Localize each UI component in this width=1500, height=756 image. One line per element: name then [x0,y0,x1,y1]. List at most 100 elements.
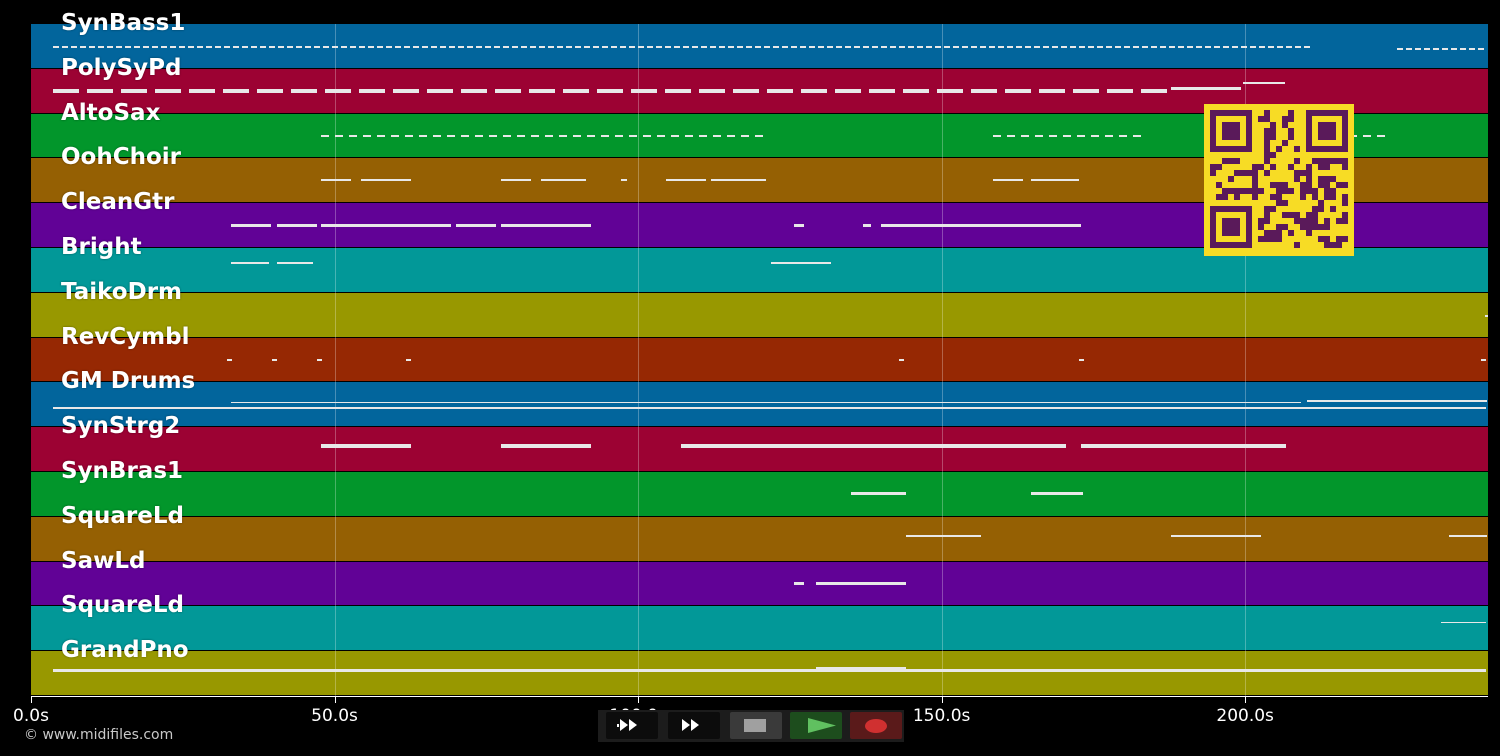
note-mark [1115,46,1121,48]
note-mark [1178,46,1184,48]
grid-line [941,24,943,696]
note-mark [461,88,487,93]
note-mark [971,88,997,93]
note-mark [1406,48,1412,50]
note-mark [890,46,896,48]
play-button[interactable] [790,712,842,739]
note-mark [419,134,427,137]
note-mark [152,46,158,48]
note-mark [349,134,357,137]
note-mark [321,224,451,228]
note-mark [903,88,929,93]
track-lane[interactable] [31,427,1488,471]
note-mark [179,46,185,48]
note-mark [1049,134,1057,137]
note-mark [1052,46,1058,48]
note-mark [881,46,887,48]
note-mark [231,262,269,264]
record-button[interactable] [850,712,902,739]
note-mark [447,134,455,137]
track-lane[interactable] [31,651,1488,695]
fast-forward-button[interactable] [668,712,720,739]
track-lane[interactable] [31,606,1488,651]
note-mark [1142,46,1148,48]
note-mark [899,358,904,361]
stop-button[interactable] [730,712,782,739]
note-mark [231,402,1301,404]
note-mark [863,224,871,228]
note-mark [674,46,680,48]
note-mark [713,134,721,137]
note-mark [643,134,651,137]
note-mark [197,46,203,48]
note-mark [699,134,707,137]
note-mark [666,179,706,182]
note-mark [325,88,351,93]
note-mark [272,358,277,361]
note-mark [341,46,347,48]
track-lane[interactable] [31,382,1488,427]
note-mark [1169,46,1175,48]
note-mark [906,444,1066,449]
track-lane[interactable] [31,24,1488,68]
note-mark [1119,134,1127,137]
note-mark [710,46,716,48]
note-mark [456,224,496,228]
note-mark [629,134,637,137]
note-mark [227,358,232,361]
note-mark [1397,48,1403,50]
note-mark [665,88,691,93]
track-lane[interactable] [31,337,1488,382]
note-mark [161,46,167,48]
note-mark [155,88,181,93]
note-mark [87,88,113,93]
note-mark [998,46,1004,48]
note-mark [393,88,419,93]
note-mark [989,46,995,48]
rewind-button[interactable] [606,712,658,739]
note-mark [711,179,766,182]
note-mark [584,46,590,48]
note-mark [422,46,428,48]
tick-label: 0.0s [13,706,49,726]
note-mark [993,179,1023,182]
note-mark [1277,46,1283,48]
note-mark [386,46,392,48]
note-mark [1451,48,1457,50]
note-mark [321,179,351,182]
note-mark [1105,134,1113,137]
note-mark [335,134,343,137]
note-mark [404,46,410,48]
track-name: SquareLd [61,592,184,619]
note-mark [287,46,293,48]
note-mark [1304,46,1310,48]
note-mark [1079,46,1085,48]
note-mark [206,46,212,48]
note-mark [827,46,833,48]
track-lane[interactable] [31,561,1488,606]
track-lane[interactable] [31,292,1488,337]
note-mark [671,134,679,137]
note-mark [1223,46,1229,48]
track-name: SynBass1 [61,10,186,36]
note-mark [863,46,869,48]
note-mark [495,88,521,93]
note-mark [98,46,104,48]
note-mark [1415,48,1421,50]
note-mark [621,179,627,182]
note-mark [755,46,761,48]
note-mark [494,46,500,48]
record-icon [865,719,887,733]
note-mark [548,46,554,48]
note-mark [189,88,215,93]
note-mark [1007,134,1015,137]
track-lane[interactable] [31,472,1488,516]
note-mark [917,46,923,48]
note-mark [361,179,411,182]
note-mark [638,46,644,48]
track-lane[interactable] [31,516,1488,561]
note-mark [317,358,322,361]
note-mark [615,134,623,137]
note-mark [529,88,555,93]
note-mark [854,46,860,48]
